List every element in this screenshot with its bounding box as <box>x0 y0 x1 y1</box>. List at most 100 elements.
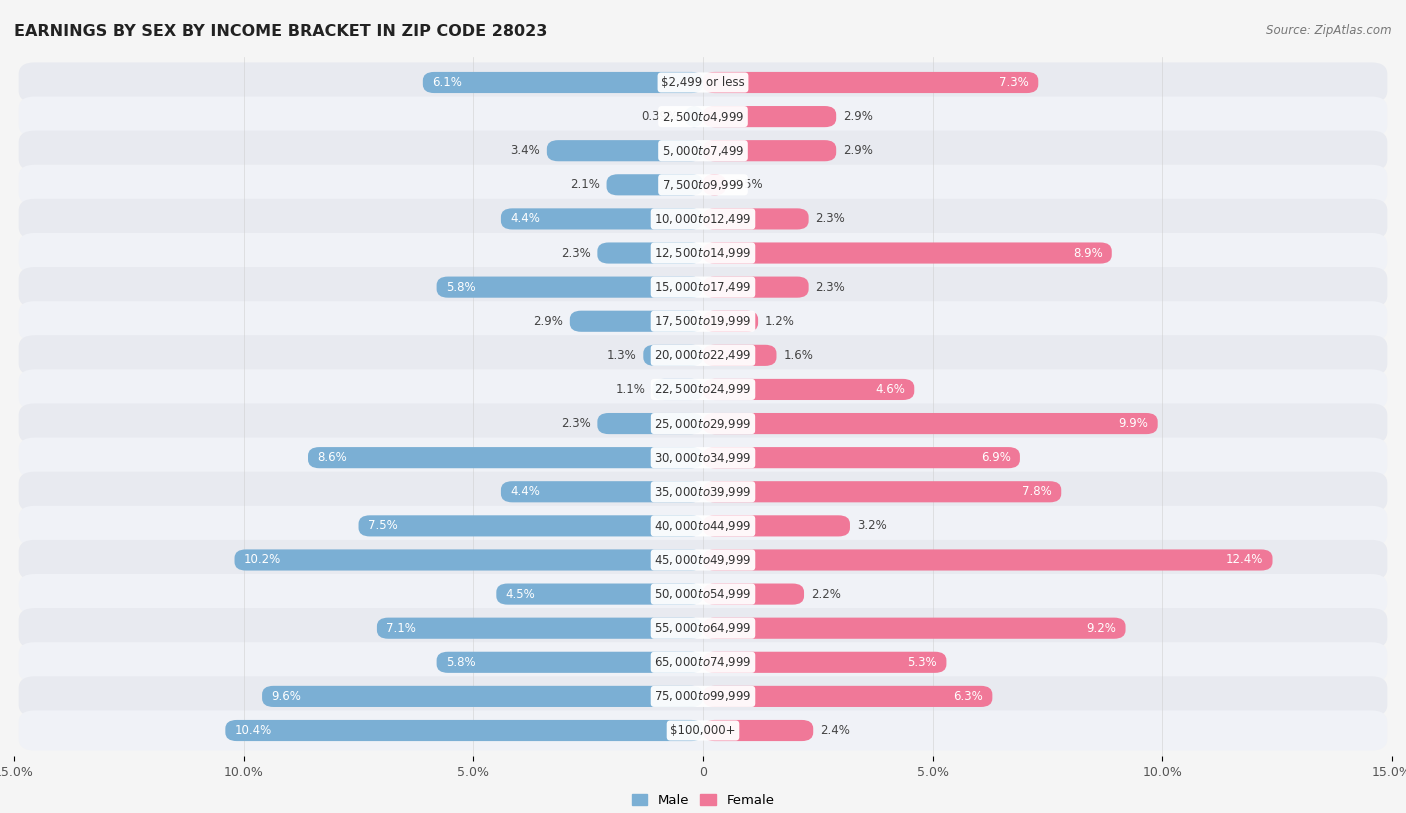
Text: 10.4%: 10.4% <box>235 724 271 737</box>
Text: 2.9%: 2.9% <box>533 315 562 328</box>
FancyBboxPatch shape <box>569 311 703 332</box>
FancyBboxPatch shape <box>703 106 837 127</box>
FancyBboxPatch shape <box>703 276 808 298</box>
Text: 4.6%: 4.6% <box>875 383 905 396</box>
FancyBboxPatch shape <box>18 711 1388 750</box>
Text: 9.6%: 9.6% <box>271 690 301 703</box>
Text: $40,000 to $44,999: $40,000 to $44,999 <box>654 519 752 533</box>
FancyBboxPatch shape <box>18 335 1388 376</box>
Text: $12,500 to $14,999: $12,500 to $14,999 <box>654 246 752 260</box>
FancyBboxPatch shape <box>423 72 703 93</box>
Text: Source: ZipAtlas.com: Source: ZipAtlas.com <box>1267 24 1392 37</box>
FancyBboxPatch shape <box>18 131 1388 171</box>
FancyBboxPatch shape <box>18 97 1388 137</box>
Text: $22,500 to $24,999: $22,500 to $24,999 <box>654 382 752 397</box>
FancyBboxPatch shape <box>703 618 1126 639</box>
Text: 2.3%: 2.3% <box>815 212 845 225</box>
Text: 7.1%: 7.1% <box>387 622 416 635</box>
FancyBboxPatch shape <box>18 676 1388 716</box>
FancyBboxPatch shape <box>18 233 1388 273</box>
FancyBboxPatch shape <box>547 140 703 161</box>
Text: 6.1%: 6.1% <box>432 76 463 89</box>
FancyBboxPatch shape <box>501 208 703 229</box>
FancyBboxPatch shape <box>496 584 703 605</box>
Text: $35,000 to $39,999: $35,000 to $39,999 <box>654 485 752 498</box>
FancyBboxPatch shape <box>262 686 703 707</box>
Text: 1.6%: 1.6% <box>783 349 813 362</box>
FancyBboxPatch shape <box>703 72 1038 93</box>
Text: 5.8%: 5.8% <box>446 656 475 669</box>
FancyBboxPatch shape <box>308 447 703 468</box>
Text: 2.2%: 2.2% <box>811 588 841 601</box>
Text: 2.1%: 2.1% <box>569 178 599 191</box>
Text: $7,500 to $9,999: $7,500 to $9,999 <box>662 178 744 192</box>
FancyBboxPatch shape <box>703 481 1062 502</box>
Text: $20,000 to $22,499: $20,000 to $22,499 <box>654 348 752 363</box>
FancyBboxPatch shape <box>225 720 703 741</box>
Text: $2,500 to $4,999: $2,500 to $4,999 <box>662 110 744 124</box>
FancyBboxPatch shape <box>703 720 813 741</box>
Text: $55,000 to $64,999: $55,000 to $64,999 <box>654 621 752 635</box>
Text: $15,000 to $17,499: $15,000 to $17,499 <box>654 280 752 294</box>
Text: 0.5%: 0.5% <box>733 178 762 191</box>
Text: 2.3%: 2.3% <box>561 417 591 430</box>
FancyBboxPatch shape <box>703 686 993 707</box>
Text: 7.8%: 7.8% <box>1022 485 1052 498</box>
Text: 7.3%: 7.3% <box>1000 76 1029 89</box>
FancyBboxPatch shape <box>598 242 703 263</box>
FancyBboxPatch shape <box>703 550 1272 571</box>
Legend: Male, Female: Male, Female <box>626 789 780 812</box>
Text: 2.3%: 2.3% <box>815 280 845 293</box>
Text: EARNINGS BY SEX BY INCOME BRACKET IN ZIP CODE 28023: EARNINGS BY SEX BY INCOME BRACKET IN ZIP… <box>14 24 547 39</box>
Text: $2,499 or less: $2,499 or less <box>661 76 745 89</box>
FancyBboxPatch shape <box>703 515 851 537</box>
Text: $75,000 to $99,999: $75,000 to $99,999 <box>654 689 752 703</box>
FancyBboxPatch shape <box>501 481 703 502</box>
FancyBboxPatch shape <box>652 379 703 400</box>
FancyBboxPatch shape <box>18 506 1388 546</box>
FancyBboxPatch shape <box>18 608 1388 648</box>
Text: 2.4%: 2.4% <box>820 724 851 737</box>
FancyBboxPatch shape <box>18 63 1388 102</box>
Text: $10,000 to $12,499: $10,000 to $12,499 <box>654 212 752 226</box>
FancyBboxPatch shape <box>18 574 1388 614</box>
FancyBboxPatch shape <box>703 140 837 161</box>
Text: 5.3%: 5.3% <box>908 656 938 669</box>
FancyBboxPatch shape <box>18 642 1388 682</box>
FancyBboxPatch shape <box>18 267 1388 307</box>
Text: 2.9%: 2.9% <box>844 144 873 157</box>
FancyBboxPatch shape <box>18 369 1388 410</box>
Text: 4.4%: 4.4% <box>510 485 540 498</box>
FancyBboxPatch shape <box>703 584 804 605</box>
FancyBboxPatch shape <box>18 540 1388 580</box>
FancyBboxPatch shape <box>359 515 703 537</box>
Text: $5,000 to $7,499: $5,000 to $7,499 <box>662 144 744 158</box>
Text: 3.2%: 3.2% <box>856 520 887 533</box>
Text: $100,000+: $100,000+ <box>671 724 735 737</box>
Text: $30,000 to $34,999: $30,000 to $34,999 <box>654 450 752 465</box>
FancyBboxPatch shape <box>703 447 1019 468</box>
FancyBboxPatch shape <box>18 472 1388 512</box>
FancyBboxPatch shape <box>703 379 914 400</box>
FancyBboxPatch shape <box>703 242 1112 263</box>
FancyBboxPatch shape <box>437 652 703 673</box>
FancyBboxPatch shape <box>18 165 1388 205</box>
Text: $65,000 to $74,999: $65,000 to $74,999 <box>654 655 752 669</box>
Text: 9.2%: 9.2% <box>1087 622 1116 635</box>
Text: 9.9%: 9.9% <box>1119 417 1149 430</box>
Text: 2.3%: 2.3% <box>561 246 591 259</box>
FancyBboxPatch shape <box>18 199 1388 239</box>
Text: 6.3%: 6.3% <box>953 690 983 703</box>
FancyBboxPatch shape <box>18 301 1388 341</box>
Text: $50,000 to $54,999: $50,000 to $54,999 <box>654 587 752 601</box>
FancyBboxPatch shape <box>18 437 1388 478</box>
Text: 2.9%: 2.9% <box>844 110 873 123</box>
FancyBboxPatch shape <box>703 208 808 229</box>
Text: 1.2%: 1.2% <box>765 315 794 328</box>
Text: 4.4%: 4.4% <box>510 212 540 225</box>
Text: 0.39%: 0.39% <box>641 110 678 123</box>
Text: $17,500 to $19,999: $17,500 to $19,999 <box>654 315 752 328</box>
Text: $25,000 to $29,999: $25,000 to $29,999 <box>654 416 752 431</box>
Text: 8.6%: 8.6% <box>318 451 347 464</box>
FancyBboxPatch shape <box>18 403 1388 444</box>
